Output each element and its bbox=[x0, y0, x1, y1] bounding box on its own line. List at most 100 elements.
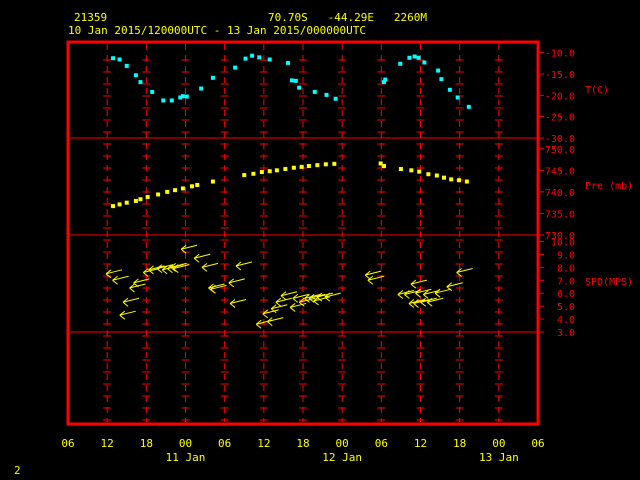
y-tick-label: 3.0 bbox=[557, 328, 575, 339]
wind-barb bbox=[275, 297, 292, 307]
temperature-point bbox=[161, 98, 166, 103]
pressure-point bbox=[180, 186, 185, 191]
temperature-point bbox=[383, 77, 388, 82]
wind-barb bbox=[201, 262, 219, 272]
pressure-point bbox=[409, 168, 414, 173]
y-tick-label: 750.0 bbox=[545, 145, 575, 156]
y-tick-label: 4.0 bbox=[557, 315, 575, 326]
pressure-point bbox=[283, 167, 288, 172]
x-tick-label: 06 bbox=[375, 437, 388, 450]
wind-barb bbox=[397, 290, 414, 299]
temperature-point bbox=[398, 61, 403, 66]
temperature-point bbox=[455, 95, 460, 100]
wind-barb bbox=[119, 310, 136, 320]
wind-barb bbox=[280, 291, 298, 301]
temperature-point bbox=[133, 73, 138, 78]
wind-barb bbox=[133, 278, 150, 288]
y-tick-label: 745.0 bbox=[545, 166, 575, 177]
x-tick-label: 12 bbox=[257, 437, 270, 450]
temperature-point bbox=[447, 87, 452, 92]
wind-barb bbox=[456, 268, 473, 277]
wind-barb bbox=[289, 302, 307, 312]
y-tick-label: 5.0 bbox=[557, 302, 575, 313]
temperature-point bbox=[407, 55, 412, 60]
temperature-point bbox=[169, 98, 174, 103]
temperature-point bbox=[199, 86, 204, 91]
pressure-point bbox=[133, 198, 138, 203]
temperature-axis-label: T(C) bbox=[585, 85, 609, 96]
temperature-point bbox=[184, 94, 189, 99]
temperature-point bbox=[412, 54, 417, 59]
x-tick-label: 00 bbox=[179, 437, 192, 450]
pressure-point bbox=[259, 170, 264, 175]
y-tick-label: -25.0 bbox=[545, 113, 575, 124]
date-label: 13 Jan bbox=[479, 451, 519, 464]
y-tick-label: -15.0 bbox=[545, 70, 575, 81]
pressure-point bbox=[124, 200, 129, 205]
pressure-point bbox=[138, 197, 143, 202]
pressure-point bbox=[274, 168, 279, 173]
wind-barb bbox=[422, 290, 440, 299]
y-tick-label: 7.0 bbox=[557, 276, 575, 287]
wind-barb bbox=[367, 275, 384, 285]
wind-barb bbox=[156, 264, 174, 274]
wind-barb bbox=[420, 297, 437, 307]
wind-barb bbox=[426, 297, 444, 307]
pressure-point bbox=[378, 161, 383, 166]
y-tick-label: -20.0 bbox=[545, 91, 575, 102]
pressure-point bbox=[323, 162, 328, 167]
pressure-point bbox=[165, 189, 170, 194]
temperature-point bbox=[297, 85, 302, 90]
pressure-point bbox=[332, 161, 337, 166]
wind-barb bbox=[316, 292, 334, 302]
wind-barb bbox=[170, 262, 187, 272]
wind-barb bbox=[193, 253, 211, 263]
wind-barb bbox=[172, 264, 190, 274]
page-number: 2 bbox=[14, 464, 21, 477]
wind-barb bbox=[415, 288, 432, 298]
pressure-axis-label: Pre (mb) bbox=[585, 181, 633, 192]
x-tick-label: 06 bbox=[218, 437, 231, 450]
temperature-point bbox=[250, 53, 255, 58]
temperature-point bbox=[210, 75, 215, 80]
temperature-point bbox=[289, 78, 294, 83]
pressure-point bbox=[464, 179, 469, 184]
y-tick-label: -10.0 bbox=[545, 49, 575, 60]
wind-barb bbox=[122, 297, 140, 307]
y-tick-label: 9.0 bbox=[557, 250, 575, 261]
pressure-point bbox=[117, 202, 122, 207]
wind-barb bbox=[210, 284, 227, 294]
pressure-point bbox=[426, 172, 431, 177]
wind-barb bbox=[142, 268, 160, 277]
wind-barb bbox=[180, 244, 198, 254]
x-tick-label: 06 bbox=[531, 437, 544, 450]
pressure-point bbox=[449, 177, 454, 182]
y-tick-label: 730.0 bbox=[545, 231, 575, 242]
pressure-point bbox=[210, 179, 215, 184]
x-tick-label: 06 bbox=[61, 437, 74, 450]
y-tick-label: 740.0 bbox=[545, 188, 575, 199]
pressure-point bbox=[156, 192, 161, 197]
wind-barb bbox=[292, 293, 309, 303]
wind-barb bbox=[408, 299, 426, 308]
temperature-point bbox=[416, 55, 421, 60]
wind-barb bbox=[270, 304, 288, 314]
temperature-point bbox=[267, 57, 272, 62]
x-tick-label: 00 bbox=[492, 437, 505, 450]
wind-barb bbox=[324, 292, 341, 302]
wind-axis-label: SPD(MPS) bbox=[585, 277, 633, 288]
pressure-point bbox=[267, 169, 272, 174]
x-tick-label: 12 bbox=[101, 437, 114, 450]
x-tick-label: 18 bbox=[453, 437, 466, 450]
pressure-point bbox=[242, 173, 247, 178]
wind-barb bbox=[266, 317, 284, 327]
pressure-point bbox=[291, 165, 296, 170]
wind-barb bbox=[410, 279, 428, 289]
pressure-point bbox=[306, 164, 311, 169]
pressure-point bbox=[417, 169, 422, 174]
temperature-point bbox=[381, 80, 386, 85]
x-tick-label: 18 bbox=[296, 437, 309, 450]
temperature-point bbox=[422, 60, 427, 65]
temperature-point bbox=[243, 56, 248, 61]
